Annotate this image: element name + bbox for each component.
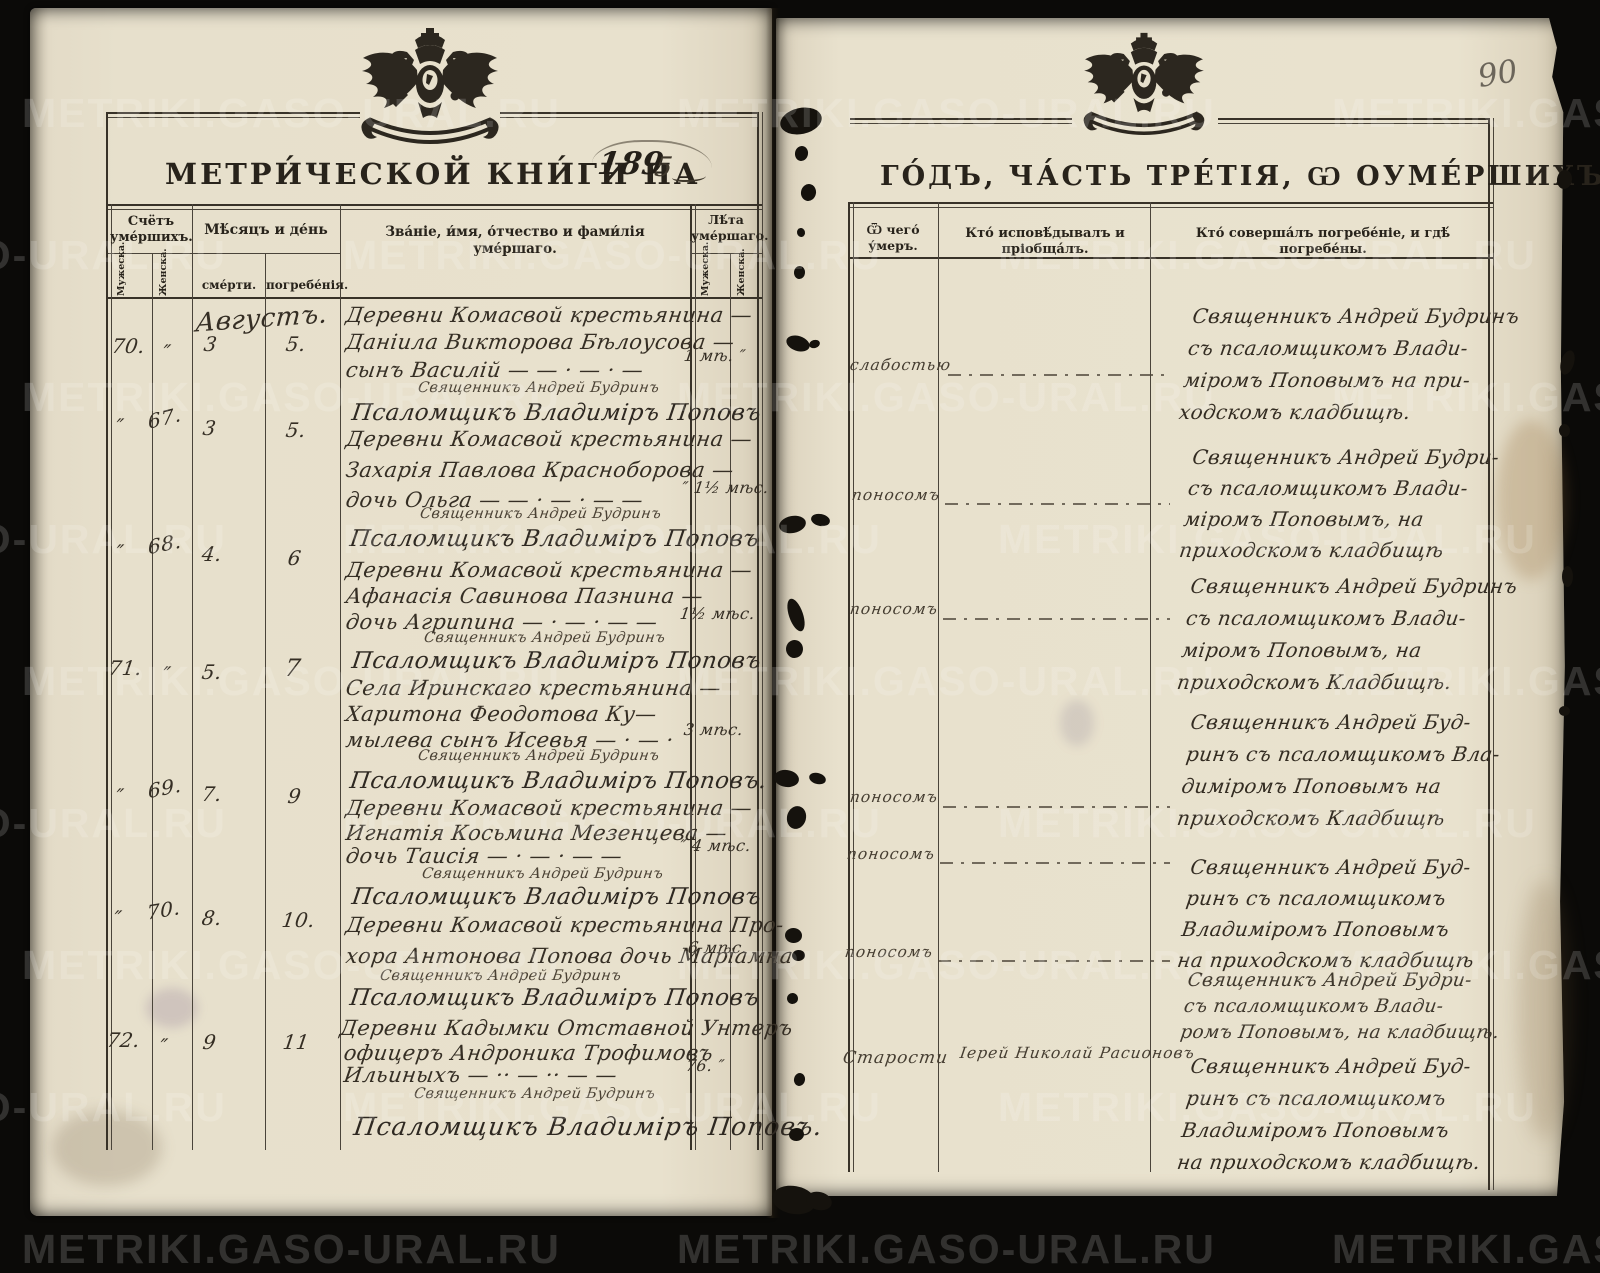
- binding-fold: [766, 8, 780, 1218]
- imperial-eagle-emblem: [352, 24, 508, 164]
- col-header-name: Зва́ніе, и́мя, о́тчество и фами́лія уме́…: [385, 224, 645, 257]
- watermark-text: METRIKI.GASO-URAL.RU: [22, 1226, 561, 1272]
- col-header-confessor: Кто́ исповѣ́дывалъ и пріобща́лъ.: [965, 226, 1125, 258]
- subcol-age-female: Женска.: [736, 248, 747, 296]
- imperial-eagle-emblem: [1078, 28, 1210, 154]
- watermark-text: METRIKI.GASO-URAL.RU: [677, 1226, 1216, 1272]
- col-header-cause: Ѿ чего́ у́меръ.: [866, 222, 920, 253]
- col-header-age: Лѣ́та уме́ршаго.: [691, 212, 769, 243]
- left-page-title: МЕТРИ́ЧЕСКОЙ КНИ́ГИ НА: [165, 157, 701, 191]
- right-page-title: ГО́ДЪ, ЧА́СТЬ ТРЕ́ТІЯ, Ѡ ОУМЕ́РШИХЪ.: [880, 161, 1600, 192]
- col-header-count: Счётъ уме́ршихъ.: [110, 214, 193, 246]
- subcol-female: Женска.: [158, 248, 169, 296]
- col-header-burial: Кто́ соверша́лъ погребе́ніе, и гдѣ́ погр…: [1195, 226, 1451, 258]
- subcol-male: Мужеска.: [116, 241, 127, 296]
- subcol-age-male: Мужеска.: [700, 241, 711, 296]
- col-header-month-day: Мѣ́сяцъ и де́нь: [204, 222, 328, 238]
- pen-flourish: [592, 140, 712, 168]
- right-page: [776, 18, 1565, 1196]
- subcol-burial: погребе́нія.: [266, 278, 349, 292]
- pen-flourish: [672, 172, 706, 182]
- page-number: 90: [1475, 53, 1521, 95]
- subcol-death: сме́рти.: [201, 278, 257, 292]
- watermark-text: METRIKI.GASO-URAL.RU: [1332, 1226, 1600, 1272]
